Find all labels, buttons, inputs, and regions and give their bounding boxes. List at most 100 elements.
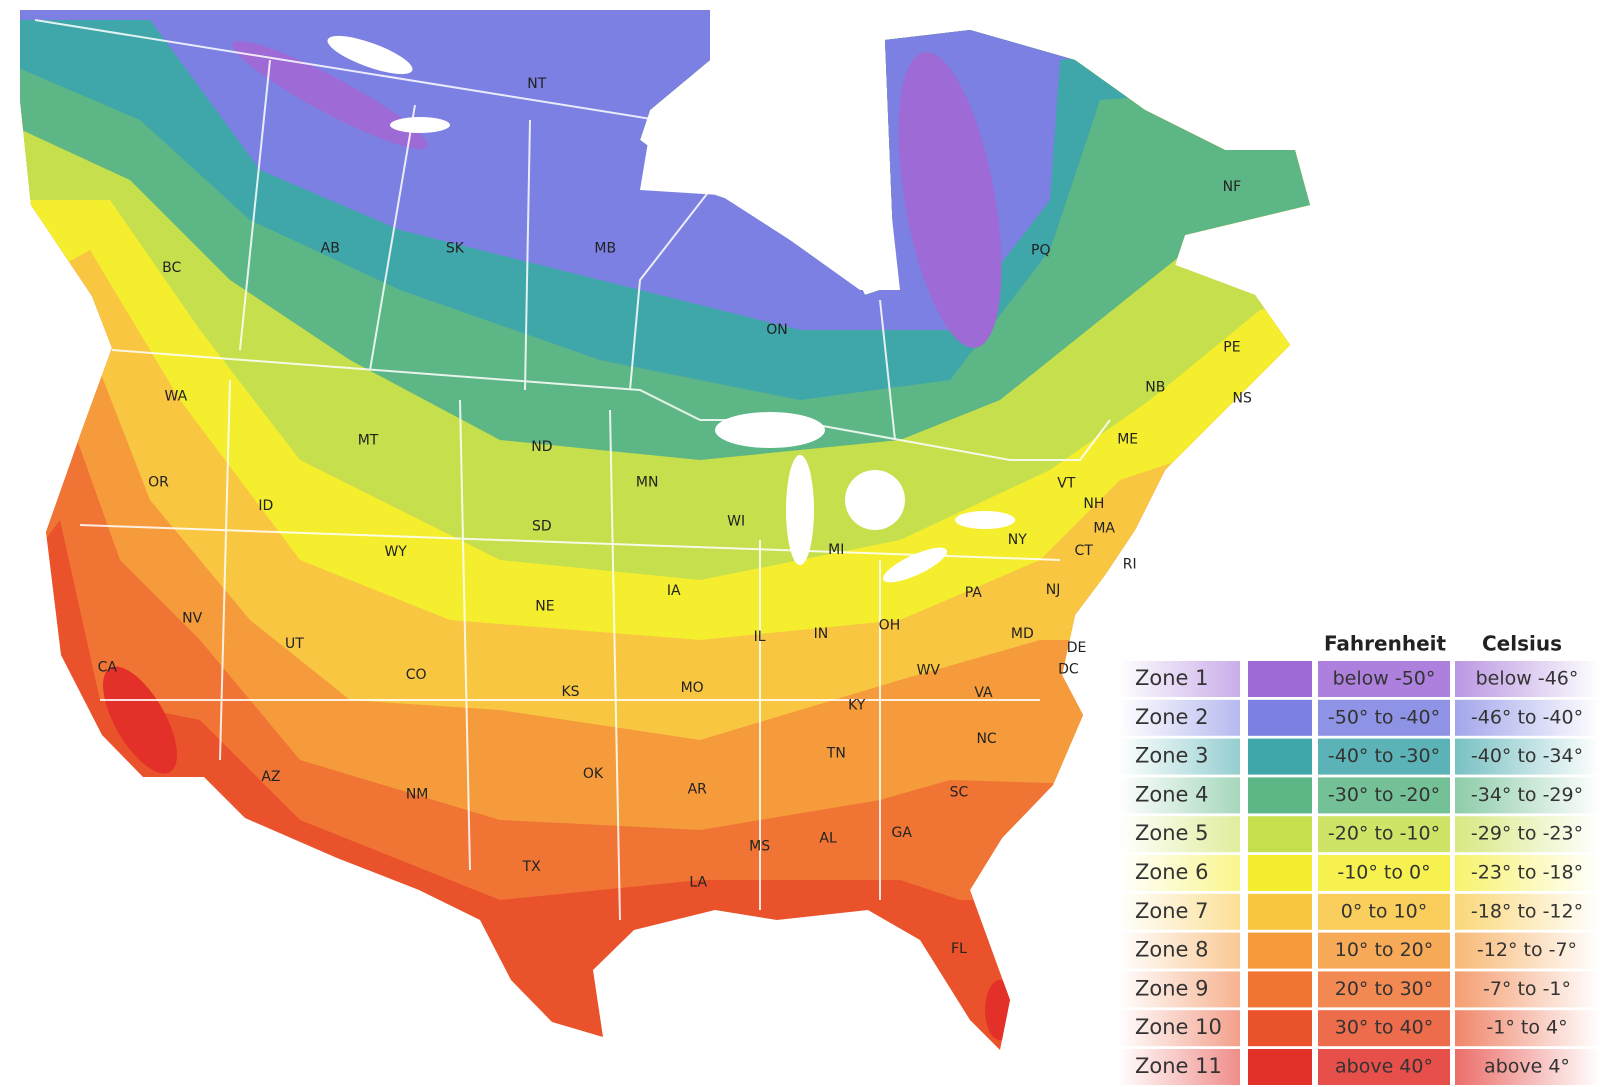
region-label: OR [148,475,169,491]
region-label: IA [667,583,681,599]
zone-area [103,666,177,774]
region-label: PE [1223,340,1240,356]
region-label: MN [636,475,659,491]
fahrenheit-cell [1318,932,1450,969]
fahrenheit-range: -10° to 0° [1337,862,1430,884]
region-label: MD [1011,626,1034,642]
region-label: ON [766,322,788,338]
celsius-range: above 4° [1484,1056,1570,1078]
us-canada-border [111,349,1111,461]
celsius-cell [1455,855,1600,891]
zone-area [985,980,1015,1040]
fahrenheit-cell [1318,661,1450,697]
zone-swatch [1248,816,1312,853]
celsius-cell [1455,777,1600,814]
zone-label-bg [1118,971,1240,1008]
region-label: MB [594,240,616,256]
lake-michigan [786,455,814,565]
region-label: KY [848,697,866,713]
region-label: TX [522,859,542,875]
celsius-header: Celsius [1482,632,1562,656]
celsius-cell [1455,816,1600,853]
fahrenheit-cell [1318,816,1450,853]
region-label: VT [1057,476,1076,492]
zone-swatch [1248,1010,1312,1047]
region-label: CO [406,667,427,683]
zone-label: Zone 3 [1135,744,1209,768]
zone-swatch [1248,777,1312,814]
celsius-cell [1455,1049,1600,1085]
region-labels: NT BC AB SK MB ON PQ NF PE NS NB ME VT NH MA CT RI NY PA NJ… [98,76,1252,957]
region-label: ND [531,439,552,455]
fahrenheit-range: below -50° [1333,668,1436,690]
region-label: NB [1145,379,1165,395]
region-label: FL [951,941,967,957]
region-label: WA [165,389,188,405]
celsius-range: -46° to -40° [1471,706,1583,728]
celsius-range: -1° to 4° [1486,1017,1567,1039]
zone-label-bg [1118,738,1240,775]
region-label: NJ [1046,582,1061,598]
fahrenheit-cell [1318,738,1450,775]
region-label: NH [1083,496,1104,512]
region-label: SC [950,784,969,800]
fahrenheit-cell [1318,893,1450,930]
celsius-range: -7° to -1° [1483,978,1571,1000]
state-borders [79,379,1061,921]
zone-label-bg [1118,855,1240,891]
region-label: CA [98,660,118,676]
region-label: NM [406,786,429,802]
lake-ontario [955,511,1015,529]
fahrenheit-range: above 40° [1335,1056,1433,1078]
celsius-range: -34° to -29° [1471,784,1583,806]
region-label: OH [879,618,901,634]
region-label: SK [446,240,465,256]
zone-label: Zone 10 [1135,1015,1222,1039]
region-label: BC [162,260,181,276]
zone-label-bg [1118,661,1240,697]
region-label: AL [819,830,837,846]
lake-huron [845,470,905,530]
celsius-range: -23° to -18° [1471,862,1583,884]
province-borders [34,19,896,441]
zone-label: Zone 7 [1135,899,1209,923]
region-label: ME [1117,432,1138,448]
region-label: WY [384,544,407,560]
region-label: AB [321,240,340,256]
zone-swatch [1248,932,1312,969]
fahrenheit-range: -20° to -10° [1328,823,1440,845]
celsius-cell [1455,893,1600,930]
fahrenheit-range: -30° to -20° [1328,784,1440,806]
celsius-cell [1455,1010,1600,1047]
water [327,35,1015,583]
fahrenheit-range: -50° to -40° [1328,706,1440,728]
zone-label: Zone 5 [1135,821,1209,845]
celsius-cell [1455,971,1600,1008]
region-label: MS [749,839,770,855]
celsius-cell [1455,932,1600,969]
celsius-range: -40° to -34° [1471,745,1583,767]
zone-swatch [1248,1049,1312,1085]
region-label: AR [688,781,708,797]
celsius-cell [1455,661,1600,697]
zone-label: Zone 4 [1135,782,1209,806]
zone-label-bg [1118,893,1240,930]
region-label: CT [1075,543,1094,559]
region-label: NS [1232,391,1251,407]
zone-label-bg [1118,932,1240,969]
celsius-range: -29° to -23° [1471,823,1583,845]
zone-label-bg [1118,816,1240,853]
region-label: GA [892,825,913,841]
fahrenheit-cell [1318,1010,1450,1047]
zone-area [232,40,428,150]
region-label: MT [358,433,379,449]
region-label: NT [527,76,546,92]
region-label: LA [689,874,707,890]
zone-swatch [1248,699,1312,736]
fahrenheit-cell [1318,1049,1450,1085]
fahrenheit-header: Fahrenheit [1324,632,1447,656]
region-label: AZ [261,769,280,785]
fahrenheit-range: -40° to -30° [1328,745,1440,767]
